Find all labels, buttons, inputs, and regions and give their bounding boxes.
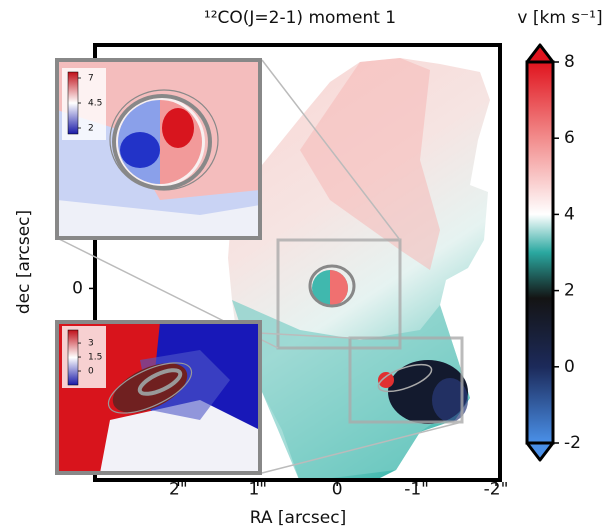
- moment-map: [228, 58, 490, 480]
- y-axis-label: dec [arcsec]: [14, 210, 34, 314]
- inset-colorbar-tick-label: 2: [88, 124, 94, 134]
- inset-colorbar-tick-label: 3: [88, 339, 94, 349]
- colorbar-tick-label: 4: [564, 204, 575, 224]
- colorbar-ext: [525, 441, 555, 462]
- colorbar-body: [525, 60, 555, 445]
- inset-top: [55, 58, 262, 240]
- disk-red: [330, 270, 348, 306]
- colorbar-ext: [525, 43, 555, 64]
- y-tick-label: 0: [72, 278, 83, 298]
- inset-colorbar-tick-label: 1.5: [88, 353, 102, 363]
- zoom-box: [276, 238, 402, 350]
- jet-contour: [377, 363, 433, 393]
- zoom-connector: [261, 421, 463, 474]
- x-tick-label: 2": [169, 480, 188, 500]
- inset-bottom: [55, 320, 262, 475]
- red-spot: [378, 372, 394, 388]
- x-tick-label: -2": [484, 480, 509, 500]
- colorbar-tick-label: -2: [564, 433, 581, 453]
- inset-colorbar-tick-label: 7: [88, 74, 94, 84]
- colorbar-tick-label: 8: [564, 52, 575, 72]
- x-tick-label: -1": [404, 480, 429, 500]
- inset-colorbar-tick-label: 4.5: [88, 99, 102, 109]
- chart-title: ¹²CO(J=2-1) moment 1: [204, 8, 396, 28]
- x-tick-label: 1": [248, 480, 267, 500]
- zoom-box: [348, 336, 464, 424]
- colorbar-label: v [km s⁻¹]: [517, 8, 602, 28]
- x-tick-label: 0: [332, 480, 343, 500]
- zoom-connector: [261, 59, 401, 241]
- x-axis-label: RA [arcsec]: [250, 508, 346, 528]
- pink-region: [300, 58, 440, 270]
- colorbar-tick-label: 0: [564, 357, 575, 377]
- axes-frame: [93, 43, 502, 482]
- ring-contour: [308, 264, 356, 308]
- blue-rim: [432, 378, 468, 422]
- colorbar-tick-label: 6: [564, 128, 575, 148]
- colorbar-tick-label: 2: [564, 281, 575, 301]
- colorbar: [525, 43, 555, 462]
- inset-colorbar-tick-label: 0: [88, 367, 94, 377]
